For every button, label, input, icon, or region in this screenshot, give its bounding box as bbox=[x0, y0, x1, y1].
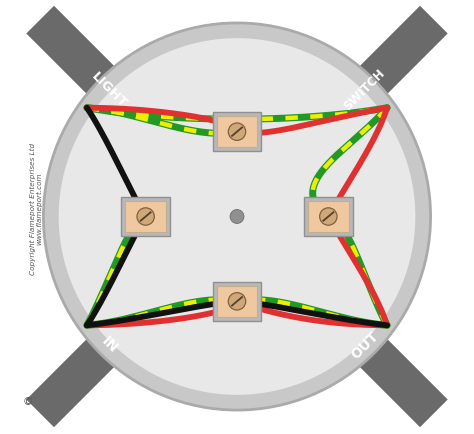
FancyBboxPatch shape bbox=[213, 113, 261, 152]
Circle shape bbox=[228, 124, 246, 141]
Text: ©: © bbox=[22, 397, 32, 406]
Text: Copyright Flameport Enterprises Ltd
www.flameport.com: Copyright Flameport Enterprises Ltd www.… bbox=[29, 142, 43, 274]
Circle shape bbox=[137, 208, 155, 226]
Bar bbox=[260, 7, 448, 194]
Circle shape bbox=[228, 293, 246, 310]
Text: IN: IN bbox=[99, 333, 120, 355]
FancyBboxPatch shape bbox=[213, 282, 261, 321]
Text: SWITCH: SWITCH bbox=[341, 66, 388, 113]
FancyBboxPatch shape bbox=[217, 286, 257, 317]
Bar bbox=[26, 240, 214, 427]
FancyBboxPatch shape bbox=[304, 197, 353, 237]
Bar bbox=[26, 7, 214, 194]
FancyBboxPatch shape bbox=[121, 197, 170, 237]
FancyBboxPatch shape bbox=[125, 201, 166, 233]
Circle shape bbox=[230, 210, 244, 224]
Circle shape bbox=[59, 39, 415, 395]
Bar bbox=[260, 240, 448, 427]
FancyBboxPatch shape bbox=[308, 201, 349, 233]
Circle shape bbox=[319, 208, 337, 226]
Text: LIGHT: LIGHT bbox=[89, 69, 130, 110]
FancyBboxPatch shape bbox=[217, 117, 257, 148]
Circle shape bbox=[44, 24, 430, 410]
Text: OUT: OUT bbox=[348, 328, 381, 361]
